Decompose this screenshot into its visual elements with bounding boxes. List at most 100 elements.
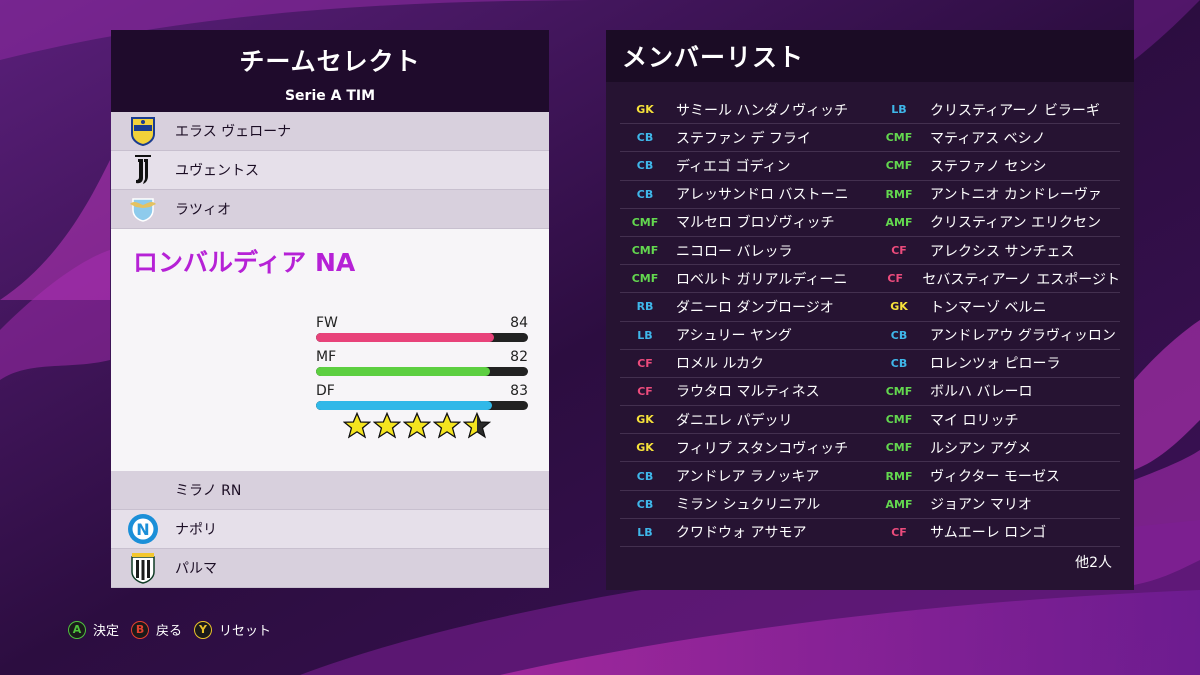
player-row[interactable]: CB アンドレアウ グラヴィッロン [874, 322, 1120, 350]
controls-footer: A 決定 B 戻る Y リセット [68, 620, 283, 639]
stat-fill [316, 367, 490, 376]
player-position: CB [636, 131, 654, 145]
player-row[interactable]: CMF マルセロ ブロゾヴィッチ [620, 209, 874, 237]
player-name: ボルハ バレーロ [930, 384, 1033, 401]
player-row[interactable]: CF ロメル ルカク [620, 350, 874, 378]
player-name: マイ ロリッチ [930, 412, 1019, 429]
b-button-icon: B [131, 620, 150, 639]
member-grid[interactable]: GK サミール ハンダノヴィッチ LB クリスティアーノ ビラーギ CB ステファン デ … [620, 96, 1120, 547]
player-row[interactable]: GK フィリプ スタンコヴィッチ [620, 434, 874, 463]
player-row[interactable]: RMF ヴィクター モーゼス [874, 462, 1120, 491]
player-position: AMF [885, 497, 913, 511]
player-position: CB [636, 187, 654, 201]
player-row[interactable]: CB ステファン デ フライ [620, 124, 874, 153]
player-name: ステファン デ フライ [676, 130, 811, 147]
player-name: ダニエレ パデッリ [676, 412, 793, 429]
player-row[interactable]: CMF ロベルト ガリアルディーニ [620, 265, 874, 294]
player-name: マティアス ベシノ [930, 130, 1046, 147]
team-row-verona[interactable]: エラス ヴェローナ [111, 112, 549, 151]
player-position: AMF [885, 215, 913, 229]
player-row[interactable]: GK ダニエレ パデッリ [620, 406, 874, 435]
player-position: GK [890, 300, 908, 314]
back-control[interactable]: B 戻る [131, 620, 182, 639]
player-row[interactable]: GK サミール ハンダノヴィッチ [620, 96, 874, 125]
player-name: ジョアン マリオ [930, 497, 1032, 514]
player-name: クワドウォ アサモア [676, 525, 807, 542]
player-name: ロレンツォ ピローラ [930, 356, 1061, 373]
player-row[interactable]: CMF ステファノ センシ [874, 152, 1120, 181]
stat-fill [316, 333, 495, 342]
player-position: RB [636, 300, 654, 314]
control-label: 戻る [156, 624, 183, 639]
player-position: CMF [631, 272, 659, 286]
player-row[interactable]: CF サムエーレ ロンゴ [874, 519, 1120, 547]
player-row[interactable]: CMF マイ ロリッチ [874, 406, 1120, 435]
player-row[interactable]: LB クワドウォ アサモア [620, 519, 874, 547]
stat-label: DF [316, 383, 335, 399]
league-name[interactable]: Serie A TIM [284, 88, 376, 104]
stat-bar [316, 367, 528, 376]
player-row[interactable]: RB ダニーロ ダンブロージオ [620, 293, 874, 322]
player-row[interactable]: CB ディエゴ ゴディン [620, 152, 874, 181]
player-row[interactable]: AMF ジョアン マリオ [874, 491, 1120, 519]
player-position: GK [636, 103, 654, 117]
player-row[interactable]: LB クリスティアーノ ビラーギ [874, 96, 1120, 125]
selected-team-name: ロンバルディア NA [133, 248, 356, 277]
star-icon [343, 412, 371, 439]
player-position: CB [636, 159, 654, 173]
others-count: 他2人 [1075, 555, 1112, 571]
player-position: CB [890, 356, 908, 370]
player-position: LB [637, 525, 653, 539]
player-row[interactable]: CB アンドレア ラノッキア [620, 462, 874, 491]
player-position: CF [637, 356, 653, 370]
player-row[interactable]: CMF ボルハ バレーロ [874, 378, 1120, 407]
selected-team-card[interactable]: ロンバルディア NA FW 84 MF 82 DF 83 [111, 229, 549, 471]
player-position: RMF [885, 469, 913, 483]
team-name: ミラノ RN [175, 483, 242, 499]
player-name: マルセロ ブロゾヴィッチ [676, 215, 835, 232]
stat-df: DF 83 [316, 383, 528, 410]
team-row-milano[interactable]: ミラノ RN [111, 471, 549, 510]
player-row[interactable]: RMF アントニオ カンドレーヴァ [874, 181, 1120, 209]
team-rating-stars [343, 412, 491, 440]
player-name: ロメル ルカク [676, 356, 765, 373]
player-row[interactable]: CF ラウタロ マルティネス [620, 378, 874, 407]
player-row[interactable]: CF アレクシス サンチェス [874, 237, 1120, 266]
player-row[interactable]: CMF ニコロー バレッラ [620, 237, 874, 266]
player-name: サムエーレ ロンゴ [930, 525, 1047, 542]
member-list-panel: メンバーリスト GK サミール ハンダノヴィッチ LB クリスティアーノ ビラーギ CB… [606, 30, 1134, 590]
confirm-control[interactable]: A 決定 [68, 620, 119, 639]
star-icon [403, 412, 431, 439]
team-row-juventus[interactable]: ユヴェントス [111, 151, 549, 190]
player-name: ニコロー バレッラ [676, 243, 793, 260]
player-position: GK [636, 441, 654, 455]
player-position: CMF [885, 159, 913, 173]
player-row[interactable]: CB ミラン シュクリニアル [620, 491, 874, 519]
player-name: アレクシス サンチェス [930, 243, 1075, 260]
star-icon [373, 412, 401, 439]
team-row-parma[interactable]: パルマ [111, 549, 549, 588]
reset-control[interactable]: Y リセット [194, 620, 271, 639]
team-name: エラス ヴェローナ [175, 124, 292, 140]
lazio-crest-icon [111, 190, 175, 229]
team-row-napoli[interactable]: N ナポリ [111, 510, 549, 549]
star-icon [433, 412, 461, 439]
player-position: CMF [631, 244, 659, 258]
player-position: CB [636, 497, 654, 511]
team-row-lazio[interactable]: ラツィオ [111, 190, 549, 229]
player-row[interactable]: CMF マティアス ベシノ [874, 124, 1120, 153]
y-button-icon: Y [194, 620, 213, 639]
player-row[interactable]: CMF ルシアン アグメ [874, 434, 1120, 463]
player-row[interactable]: LB アシュリー ヤング [620, 322, 874, 350]
control-label: 決定 [93, 624, 120, 639]
player-row[interactable]: GK トンマーゾ ベルニ [874, 293, 1120, 322]
player-name: クリスティアン エリクセン [930, 215, 1102, 232]
team-select-panel: チームセレクト Serie A TIM エラス ヴェローナ ユヴェントス [111, 30, 549, 590]
player-position: CMF [885, 384, 913, 398]
player-row[interactable]: CB アレッサンドロ バストーニ [620, 181, 874, 209]
player-name: アレッサンドロ バストーニ [676, 187, 849, 204]
player-position: CMF [631, 215, 659, 229]
player-row[interactable]: AMF クリスティアン エリクセン [874, 209, 1120, 237]
player-row[interactable]: CB ロレンツォ ピローラ [874, 350, 1120, 378]
player-row[interactable]: CF セバスティアーノ エスポージト [874, 265, 1120, 294]
